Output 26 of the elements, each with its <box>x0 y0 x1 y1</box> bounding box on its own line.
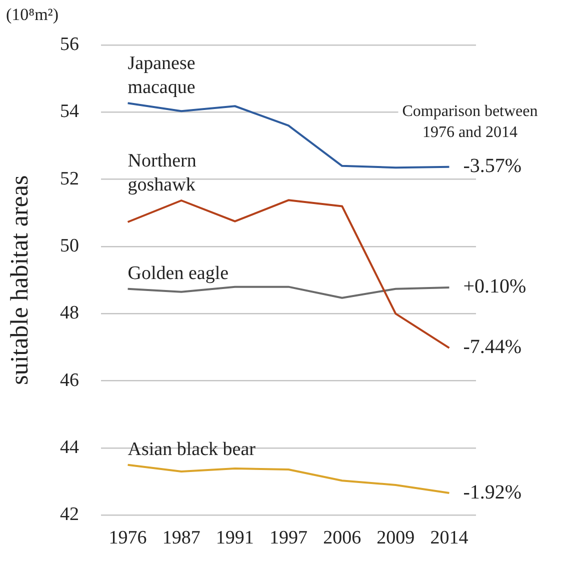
x-tick-label: 1976 <box>108 528 147 549</box>
x-tick-label: 2009 <box>376 528 415 549</box>
y-tick-label: 56 <box>60 34 79 55</box>
y-tick-label: 44 <box>60 437 80 458</box>
y-tick-label: 42 <box>60 504 79 526</box>
series-label: Northern goshawk <box>128 150 197 196</box>
x-tick-label: 2006 <box>323 528 362 549</box>
annotation: +0.10% <box>463 276 526 298</box>
y-axis-title: suitable habitat areas <box>6 175 34 385</box>
y-tick-label: 46 <box>60 370 79 391</box>
annotation: -3.57% <box>463 155 522 178</box>
y-tick-label: 52 <box>60 168 79 190</box>
annotation: -1.92% <box>463 481 522 504</box>
x-tick-label: 1997 <box>270 528 308 549</box>
series-label: Golden eagle <box>128 262 229 284</box>
x-tick-label: 2014 <box>430 528 469 549</box>
annotation: Comparison between 1976 and 2014 <box>402 103 538 141</box>
annotation: -7.44% <box>463 336 522 358</box>
text: (10⁸m²) <box>6 5 59 24</box>
series-label: Japanese macaque <box>128 53 196 98</box>
series-label: Asian black bear <box>128 438 256 460</box>
y-tick-label: 48 <box>60 302 79 324</box>
y-tick-label: 50 <box>60 236 79 256</box>
y-tick-label: 54 <box>60 101 80 122</box>
x-tick-label: 1987 <box>162 528 200 549</box>
x-tick-label: 1991 <box>216 528 254 549</box>
